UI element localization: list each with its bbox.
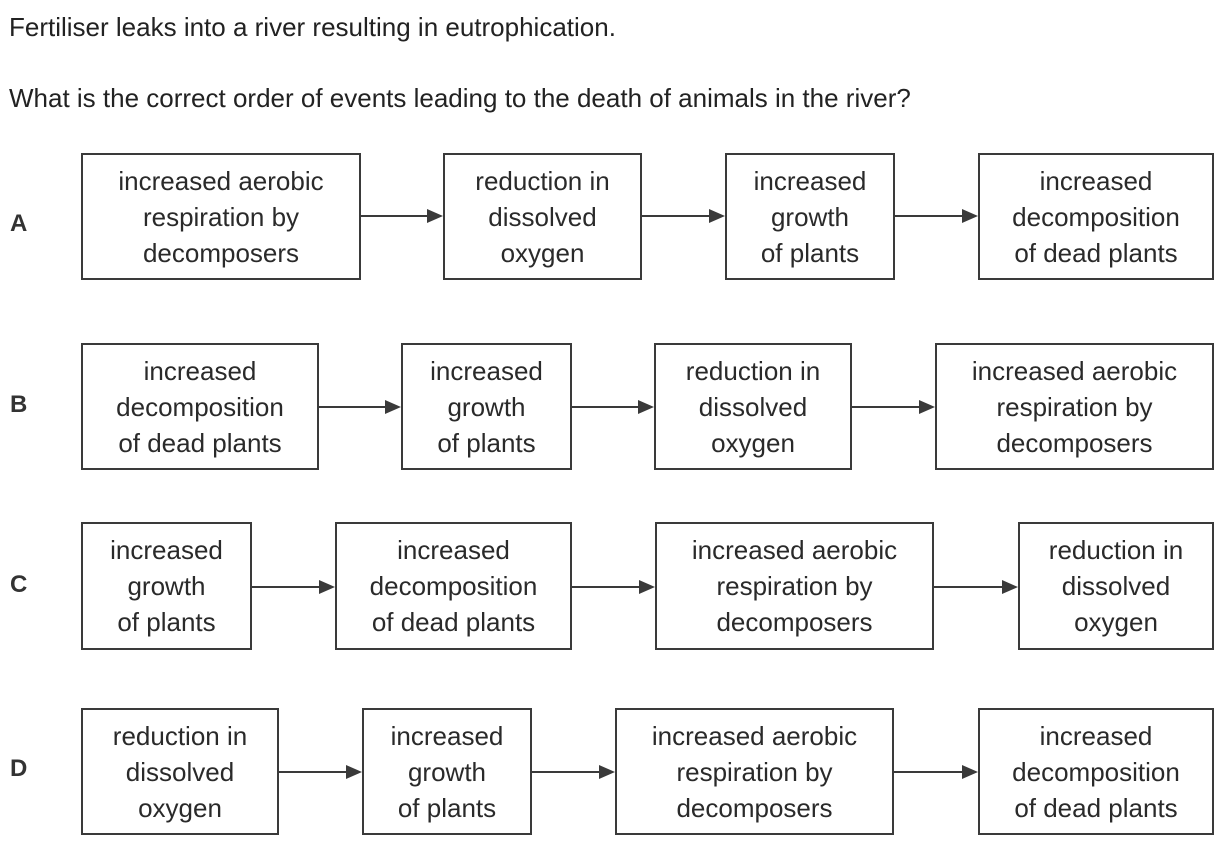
option-a-step-1: increased aerobic respiration by decompo… (81, 153, 361, 280)
step-line: of plants (397, 792, 497, 823)
option-c-arrow-3 (934, 580, 1018, 594)
step-line: increased (110, 535, 223, 565)
option-a-label[interactable]: A (10, 210, 28, 237)
option-d-arrow-2 (532, 765, 615, 779)
step-line: dissolved (488, 201, 597, 232)
step-line: increased aerobic (691, 535, 898, 565)
option-c-arrow-1 (252, 580, 335, 594)
step-line: increased (430, 355, 543, 386)
option-b-step-3: reduction in dissolved oxygen (654, 343, 852, 470)
option-b-arrow-1 (319, 400, 401, 414)
option-b-step-2: increased growth of plants (401, 343, 572, 470)
step-line: increased aerobic (118, 165, 324, 196)
step-line: growth (407, 756, 487, 787)
option-b-step-1: increased decomposition of dead plants (81, 343, 319, 470)
option-d-step-2: increased growth of plants (362, 708, 532, 835)
step-line: increased (397, 535, 510, 565)
step-line: decomposers (142, 237, 300, 268)
step-line: respiration by (996, 391, 1153, 422)
step-line: of plants (117, 607, 216, 637)
option-d-step-1: reduction in dissolved oxygen (81, 708, 279, 835)
step-line: reduction in (112, 720, 248, 751)
question-prompt: What is the correct order of events lead… (9, 83, 911, 113)
question-stem: Fertiliser leaks into a river resulting … (9, 12, 616, 42)
step-line: growth (770, 201, 850, 232)
option-b-step-4: increased aerobic respiration by decompo… (935, 343, 1214, 470)
option-a-step-4: increased decomposition of dead plants (978, 153, 1214, 280)
step-line: increased aerobic (971, 355, 1178, 386)
step-line: growth (127, 571, 206, 601)
option-d-label[interactable]: D (10, 755, 28, 782)
step-line: increased (390, 720, 504, 751)
step-line: oxygen (1074, 607, 1158, 637)
step-line: increased aerobic (651, 720, 858, 751)
option-d-step-3: increased aerobic respiration by decompo… (615, 708, 894, 835)
option-d-step-4: increased decomposition of dead plants (978, 708, 1214, 835)
step-line: dissolved (698, 391, 808, 422)
step-line: increased (1039, 165, 1153, 196)
step-line: of plants (760, 237, 860, 268)
step-line: decomposition (1012, 756, 1180, 787)
option-c-step-4: reduction in dissolved oxygen (1018, 522, 1214, 650)
option-c-arrow-2 (572, 580, 655, 594)
step-line: of dead plants (1014, 237, 1178, 268)
step-line: decomposition (1012, 201, 1180, 232)
step-line: reduction in (1048, 535, 1184, 565)
option-c-step-2: increased decomposition of dead plants (335, 522, 572, 650)
step-line: of dead plants (371, 607, 536, 637)
step-line: increased (1039, 720, 1153, 751)
step-line: growth (447, 391, 526, 422)
step-line: reduction in (475, 165, 610, 196)
step-line: respiration by (716, 571, 873, 601)
step-line: decomposers (716, 607, 873, 637)
option-c-step-3: increased aerobic respiration by decompo… (655, 522, 934, 650)
step-line: decomposers (676, 792, 833, 823)
step-line: of plants (437, 427, 536, 458)
step-line: respiration by (142, 201, 300, 232)
step-line: respiration by (676, 756, 833, 787)
option-b-label[interactable]: B (10, 391, 28, 418)
step-line: oxygen (138, 792, 222, 823)
step-line: decomposition (116, 391, 284, 422)
step-line: of dead plants (118, 427, 282, 458)
option-d-arrow-1 (279, 765, 362, 779)
step-line: of dead plants (1014, 792, 1178, 823)
step-line: oxygen (500, 237, 585, 268)
step-line: increased (143, 355, 257, 386)
option-a-arrow-2 (642, 209, 725, 223)
option-c-step-1: increased growth of plants (81, 522, 252, 650)
step-line: decomposition (369, 571, 538, 601)
option-a-arrow-3 (895, 209, 978, 223)
option-d-arrow-3 (894, 765, 978, 779)
step-line: decomposers (996, 427, 1153, 458)
option-a-step-2: reduction in dissolved oxygen (443, 153, 642, 280)
option-a-arrow-1 (361, 209, 443, 223)
option-a-step-3: increased growth of plants (725, 153, 895, 280)
option-c-label[interactable]: C (10, 571, 28, 598)
step-line: increased (753, 165, 867, 196)
step-line: reduction in (685, 355, 821, 386)
step-line: dissolved (1061, 571, 1171, 601)
option-b-arrow-2 (572, 400, 654, 414)
step-line: oxygen (711, 427, 795, 458)
step-line: dissolved (125, 756, 235, 787)
option-b-arrow-3 (852, 400, 935, 414)
